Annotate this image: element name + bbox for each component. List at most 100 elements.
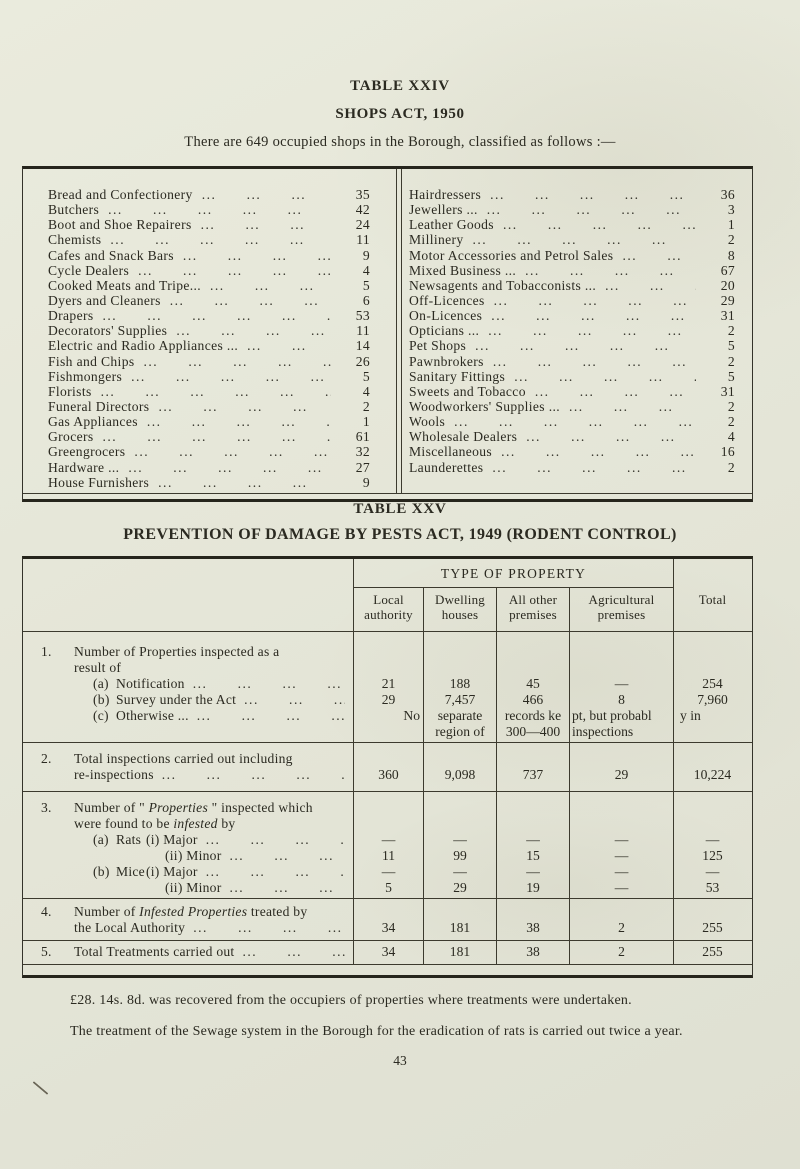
shop-row: Motor Accessories and Petrol Sales ... ..… <box>409 248 735 263</box>
value-cell: 181 <box>449 944 471 959</box>
shop-count: 36 <box>720 187 735 202</box>
shop-count: 24 <box>355 217 370 233</box>
shop-count: 42 <box>355 202 370 218</box>
shop-label: Fishmongers <box>48 368 123 384</box>
value-cell: 29 <box>453 880 467 895</box>
shop-label: Cycle Dealers <box>48 262 130 278</box>
value-cell: records ke 300—400 <box>504 708 562 739</box>
empty-cell <box>354 800 423 816</box>
shop-row: Greengrocers ... ... ... ... ... ... ... … <box>48 444 370 459</box>
value-column: 737 <box>496 743 569 791</box>
value-column: 2 <box>569 941 673 964</box>
dot-leader: ... ... ... ... ... ... ... ... ... ... … <box>492 459 696 475</box>
row-label-line: (a) Notification ... ... ... ... ... ... .… <box>41 676 353 692</box>
empty-cell <box>570 800 673 816</box>
empty-cell <box>354 660 423 676</box>
row-label-text: (i) Major <box>146 864 198 879</box>
sub-item-letter: (a) <box>93 676 109 691</box>
shop-count: 2 <box>727 398 735 414</box>
dot-leader: ... ... ... ... ... ... ... ... ... ... … <box>143 353 331 369</box>
value-cell: 45 <box>526 676 540 691</box>
pests-table-body: 1. Number of Properties inspected as a res… <box>23 632 752 964</box>
value-column: —99—29 <box>423 792 496 898</box>
dot-leader: ... ... ... ... ... ... ... ... ... ... … <box>100 383 331 399</box>
dot-leader: ... ... ... ... ... ... ... ... ... ... … <box>491 308 696 324</box>
shop-label: Pet Shops <box>409 338 467 354</box>
shop-label: Drapers <box>48 308 94 324</box>
dot-leader: ... ... ... ... ... ... ... ... ... ... … <box>492 353 696 369</box>
shop-row: On-Licences ... ... ... ... ... ... ... .… <box>409 308 735 323</box>
center-divider-rule <box>396 169 402 493</box>
shop-label: Pawnbrokers <box>409 353 484 369</box>
row-label-line: were found to be infested by <box>41 816 353 832</box>
row-label-line: (b) Survey under the Act ... ... ... ... .… <box>41 692 353 708</box>
shop-count: 2 <box>727 353 735 369</box>
sub-item-letter: (c) <box>93 708 109 723</box>
empty-cell <box>354 644 423 660</box>
value-cell: 737 <box>522 767 544 782</box>
shop-row: Cooked Meats and Tripe... ... ... ... ...… <box>48 278 370 293</box>
value-column: 254 7,960 y in <box>673 632 751 742</box>
value-cell: 188 <box>449 676 471 691</box>
shop-label: Wholesale Dealers <box>409 429 518 445</box>
value-column: 255 <box>673 941 751 964</box>
value-cell: 34 <box>381 944 396 959</box>
pests-table: TYPE OF PROPERTY Local authority Dwellin… <box>22 556 753 978</box>
value-cell: 7,457 <box>444 692 476 707</box>
shop-row: Funeral Directors ... ... ... ... ... ...… <box>48 399 370 414</box>
row-label-text: were found to be <box>74 816 174 831</box>
shop-count: 31 <box>720 308 735 324</box>
value-cell: — <box>381 832 396 847</box>
row-label-cell: 1. Number of Properties inspected as a res… <box>23 632 353 742</box>
empty-cell <box>674 904 751 920</box>
shop-count: 16 <box>720 444 735 460</box>
shop-label: Fish and Chips <box>48 353 135 369</box>
shops-table: Bread and Confectionery ... ... ... ... .… <box>22 166 753 502</box>
value-cell: — <box>526 864 540 879</box>
value-cell: — <box>614 848 629 863</box>
type-of-property-header: TYPE OF PROPERTY <box>353 559 673 588</box>
empty-cell <box>354 904 423 920</box>
value-cell: 99 <box>453 848 467 863</box>
dot-leader: ... ... ... ... ... ... ... ... ... ... … <box>454 414 696 430</box>
value-cell: 29 <box>381 692 396 707</box>
row-label-line: (b) Mice(i) Major ... ... ... ... ... ... … <box>41 864 353 880</box>
shop-row: Drapers ... ... ... ... ... ... ... ... .… <box>48 308 370 323</box>
shop-row: Grocers ... ... ... ... ... ... ... ... .… <box>48 429 370 444</box>
row-number: 3. <box>41 800 52 815</box>
row-label-cell: 5. Total Treatments carried out ... ... ..… <box>23 941 353 964</box>
shop-label: Sweets and Tobacco <box>409 383 526 399</box>
shop-count: 53 <box>355 308 370 324</box>
value-column: 188 7,457 separate region of <box>423 632 496 742</box>
empty-cell <box>497 904 569 920</box>
shop-label: Funeral Directors <box>48 398 150 414</box>
shop-row: Gas Appliances ... ... ... ... ... ... ..… <box>48 414 370 429</box>
value-column: 2 <box>569 899 673 940</box>
shop-label: Miscellaneous <box>409 444 493 460</box>
value-column: 38 <box>496 899 569 940</box>
dot-leader: ... ... ... ... ... ... ... ... ... ... … <box>622 247 696 263</box>
row-label-text: re-inspections <box>74 767 154 782</box>
shop-label: Florists <box>48 383 92 399</box>
dot-leader: ... ... ... ... ... ... ... ... ... ... … <box>128 459 331 475</box>
empty-cell <box>570 660 673 676</box>
shop-count: 3 <box>727 202 735 218</box>
value-cell: — <box>453 864 467 879</box>
value-column: —8 pt, but probabl inspections <box>569 632 673 742</box>
value-cell: 8 <box>618 692 625 707</box>
empty-cell <box>570 816 673 832</box>
row-label-text: Total Treatments carried out <box>74 944 235 959</box>
value-cell: 2 <box>618 920 625 935</box>
shop-label: Off-Licences <box>409 292 485 308</box>
shop-label: Millinery <box>409 232 464 248</box>
dot-leader: ... ... ... ... ... ... ... ... ... ... … <box>192 676 345 691</box>
row-label-text: Survey under the Act <box>116 692 237 707</box>
shop-count: 32 <box>355 444 370 460</box>
value-cell: 15 <box>526 848 540 863</box>
shop-row: Butchers ... ... ... ... ... ... ... ... … <box>48 202 370 217</box>
value-cell: 38 <box>526 944 540 959</box>
row-label-line: (ii) Minor ... ... ... ... ... ... ... ..… <box>41 880 353 896</box>
table24-subtitle: SHOPS ACT, 1950 <box>335 106 465 122</box>
value-column: 34 <box>353 899 423 940</box>
